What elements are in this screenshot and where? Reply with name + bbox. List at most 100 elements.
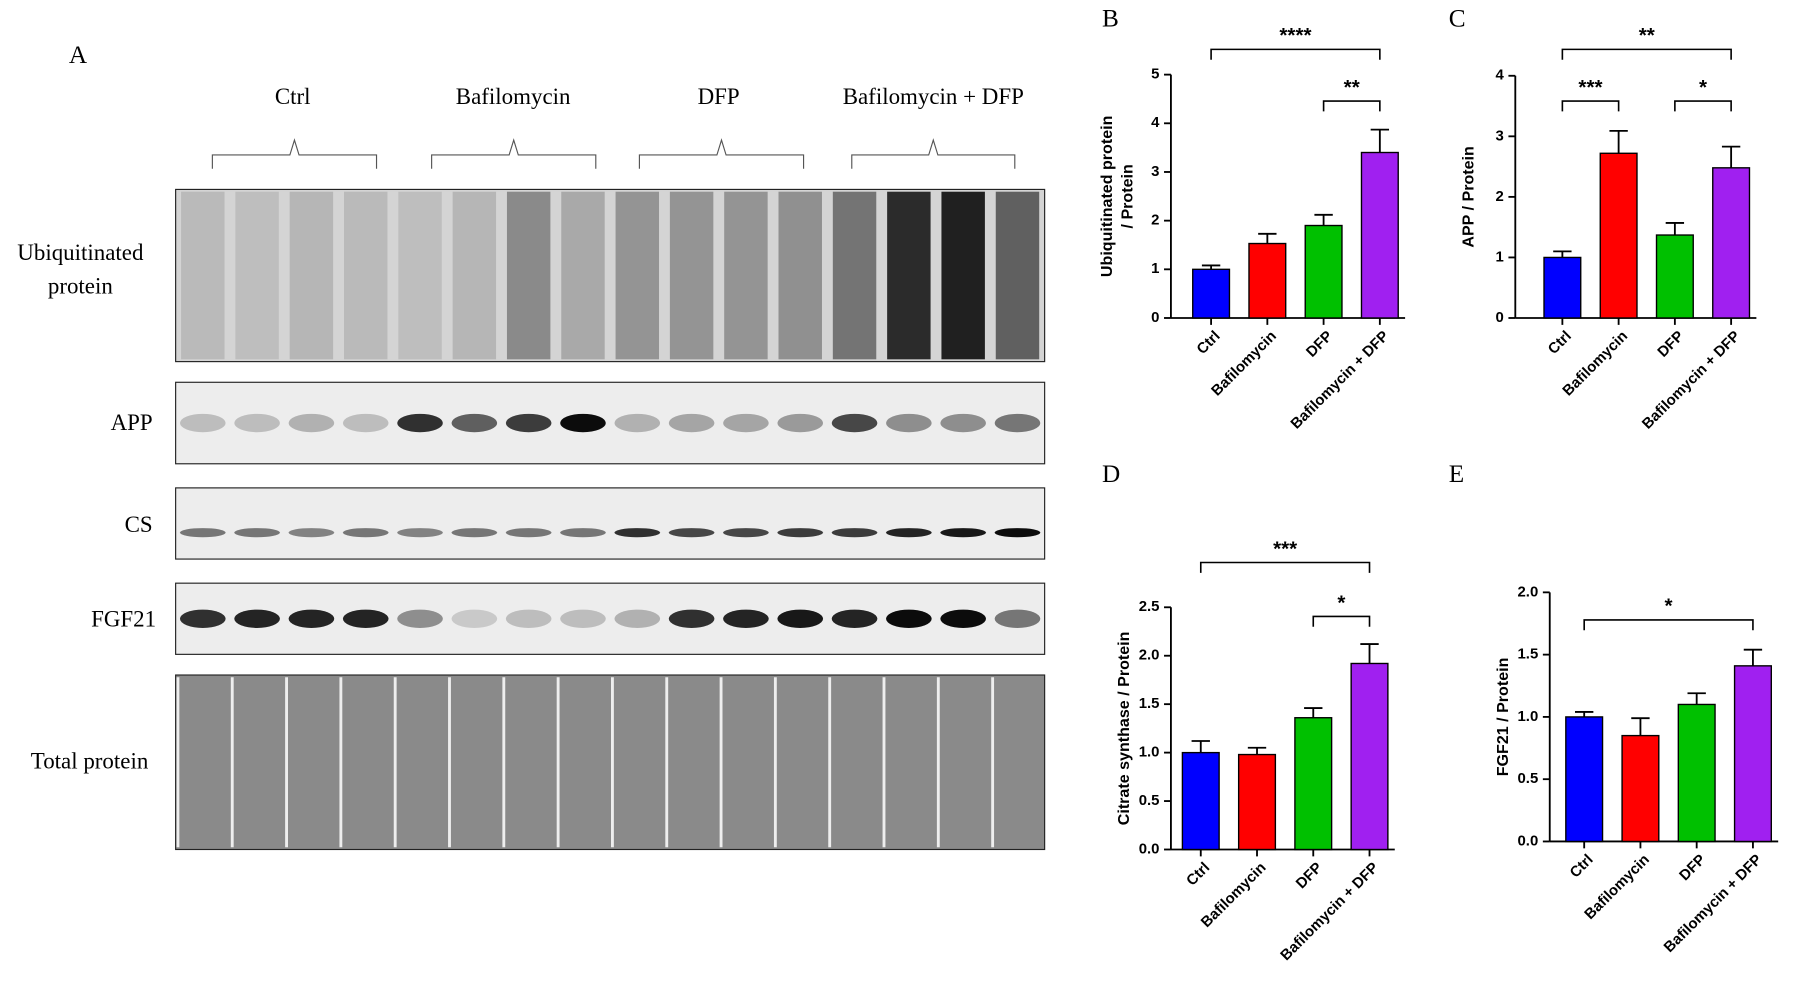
blot-band bbox=[560, 413, 606, 433]
significance-label: *** bbox=[1273, 537, 1298, 560]
significance-bracket bbox=[1561, 48, 1732, 60]
error-bar bbox=[1201, 264, 1221, 270]
blot-band bbox=[723, 528, 769, 538]
y-tick-label: 4 bbox=[1496, 67, 1505, 84]
blot-lane bbox=[941, 191, 985, 360]
bar bbox=[1237, 753, 1277, 851]
row-label: APP bbox=[111, 410, 153, 435]
y-tick-label: 1.5 bbox=[1518, 646, 1539, 663]
group-label: Bafilomycin bbox=[456, 84, 571, 109]
panel-label: C bbox=[1449, 4, 1466, 32]
blot-band bbox=[234, 609, 280, 628]
x-tick-label: DFP bbox=[1293, 859, 1326, 892]
blot-band bbox=[777, 609, 824, 628]
blot-band bbox=[886, 413, 932, 433]
blot-band bbox=[451, 528, 498, 538]
blot-band bbox=[505, 413, 552, 433]
significance-label: * bbox=[1665, 595, 1674, 618]
blot-band bbox=[288, 413, 335, 433]
group-label: Bafilomycin + DFP bbox=[843, 84, 1024, 109]
error-bar bbox=[1631, 717, 1650, 736]
blot-lane bbox=[506, 191, 551, 360]
panel-label: D bbox=[1102, 460, 1120, 488]
blot-band bbox=[831, 413, 878, 433]
blot-lane bbox=[452, 191, 497, 360]
x-tick-label: Ctrl bbox=[1567, 851, 1597, 881]
error-bar bbox=[1370, 128, 1390, 153]
blot-lane bbox=[561, 191, 605, 360]
blot-band bbox=[831, 528, 878, 538]
blot-lane bbox=[778, 191, 822, 360]
blot-band bbox=[994, 413, 1041, 433]
panel-label: E bbox=[1449, 460, 1464, 488]
bar bbox=[1360, 151, 1399, 319]
error-bar bbox=[1304, 707, 1323, 718]
significance-bracket bbox=[1199, 561, 1371, 573]
bar bbox=[1565, 716, 1604, 843]
blot-band bbox=[234, 528, 280, 538]
y-tick-label: 3 bbox=[1151, 163, 1159, 180]
row-label: protein bbox=[48, 273, 114, 298]
blot-band bbox=[831, 609, 878, 628]
blot-lane bbox=[289, 191, 334, 360]
blot-lane bbox=[398, 191, 442, 360]
x-tick-label: Bafilomycin + DFP bbox=[1287, 328, 1392, 433]
error-bar bbox=[1721, 145, 1741, 168]
row-label: Ubiquitinated bbox=[17, 240, 144, 265]
y-tick-label: 2.0 bbox=[1518, 583, 1539, 600]
y-axis-label: APP / Protein bbox=[1460, 146, 1478, 247]
bar bbox=[1181, 751, 1220, 851]
y-tick-label: 1.0 bbox=[1139, 744, 1160, 761]
group-bracket bbox=[211, 138, 378, 169]
blot-band bbox=[560, 528, 606, 538]
blot-band bbox=[288, 528, 335, 538]
blot-band bbox=[451, 609, 498, 628]
blot-band bbox=[614, 528, 661, 538]
blot-band bbox=[397, 528, 443, 538]
significance-label: * bbox=[1699, 76, 1708, 99]
bar bbox=[1248, 242, 1287, 319]
blot-lane bbox=[615, 191, 660, 360]
bar bbox=[1599, 152, 1638, 319]
y-tick-label: 0.5 bbox=[1518, 770, 1539, 787]
x-tick-label: Bafilomycin + DFP bbox=[1277, 859, 1382, 964]
error-bar bbox=[1553, 250, 1572, 258]
blot-strip bbox=[175, 674, 1046, 851]
blot-band bbox=[940, 528, 986, 538]
y-tick-label: 1 bbox=[1496, 248, 1504, 265]
y-tick-label: 0 bbox=[1151, 309, 1159, 326]
blot-band bbox=[668, 528, 715, 538]
x-tick-label: DFP bbox=[1676, 851, 1709, 884]
blot-band bbox=[560, 609, 606, 628]
y-axis-label: FGF21 / Protein bbox=[1494, 658, 1512, 777]
bar bbox=[1655, 234, 1694, 319]
bar bbox=[1621, 734, 1660, 843]
y-tick-label: 4 bbox=[1151, 114, 1160, 131]
blot-band bbox=[614, 609, 661, 628]
row-label: FGF21 bbox=[91, 606, 156, 631]
error-bar bbox=[1314, 213, 1333, 226]
error-bar bbox=[1609, 129, 1628, 154]
x-tick-label: Ctrl bbox=[1183, 859, 1213, 889]
blot-band bbox=[179, 528, 226, 538]
row-label: CS bbox=[125, 512, 153, 537]
blot-band bbox=[723, 609, 769, 628]
blot-band bbox=[179, 609, 226, 628]
significance-bracket bbox=[1561, 100, 1620, 112]
y-tick-label: 2.0 bbox=[1139, 647, 1160, 664]
significance-bracket bbox=[1210, 48, 1381, 60]
significance-label: ** bbox=[1344, 76, 1361, 99]
y-tick-label: 1.5 bbox=[1139, 695, 1160, 712]
blot-strip bbox=[175, 487, 1046, 560]
row-label: Total protein bbox=[31, 749, 149, 774]
blot-band bbox=[288, 609, 335, 628]
y-axis-label: / Protein bbox=[1119, 164, 1137, 228]
blot-band bbox=[777, 413, 824, 433]
blot-band bbox=[505, 528, 552, 538]
bar bbox=[1192, 268, 1231, 319]
bar bbox=[1350, 662, 1389, 851]
y-axis-label: Citrate synthase / Protein bbox=[1115, 632, 1133, 826]
group-label: DFP bbox=[698, 84, 740, 109]
blot-band bbox=[397, 609, 443, 628]
bar bbox=[1304, 224, 1343, 319]
